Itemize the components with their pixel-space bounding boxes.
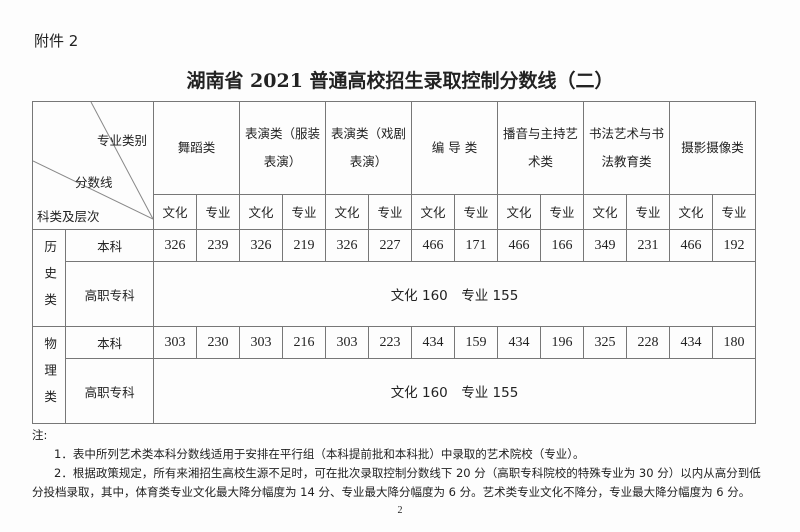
score-cell: 349 bbox=[583, 229, 627, 262]
group-cell: 历史类 bbox=[31, 229, 67, 327]
subheader-major: 专业 bbox=[626, 193, 670, 231]
score-cell: 159 bbox=[454, 326, 498, 359]
subheader-major: 专业 bbox=[454, 193, 498, 231]
level-undergrad: 本科 bbox=[65, 326, 154, 359]
major-header: 摄影摄像类 bbox=[669, 101, 756, 195]
major-header: 编 导 类 bbox=[411, 101, 498, 195]
notes-heading: 注: bbox=[32, 428, 48, 442]
score-cell: 326 bbox=[239, 229, 283, 262]
score-cell: 434 bbox=[497, 326, 541, 359]
score-cell: 231 bbox=[626, 229, 670, 262]
score-cell: 466 bbox=[669, 229, 713, 262]
major-header: 书法艺术与书法教育类 bbox=[583, 101, 670, 195]
attachment-label: 附件 2 bbox=[34, 32, 79, 50]
score-cell: 216 bbox=[282, 326, 326, 359]
score-cell: 325 bbox=[583, 326, 627, 359]
score-cell: 303 bbox=[325, 326, 369, 359]
diagonal-lines bbox=[33, 102, 153, 220]
subheader-culture: 文化 bbox=[497, 193, 541, 231]
subheader-culture: 文化 bbox=[583, 193, 627, 231]
subheader-culture: 文化 bbox=[325, 193, 369, 231]
score-cell: 303 bbox=[239, 326, 283, 359]
score-cell: 171 bbox=[454, 229, 498, 262]
subheader-major: 专业 bbox=[282, 193, 326, 231]
major-header: 播音与主持艺术类 bbox=[497, 101, 584, 195]
subheader-culture: 文化 bbox=[153, 193, 197, 231]
note-item: 2．根据政策规定，所有来湘招生高校生源不足时，可在批次录取控制分数线下 20 分… bbox=[32, 466, 761, 499]
subheader-major: 专业 bbox=[196, 193, 240, 231]
score-cell: 326 bbox=[325, 229, 369, 262]
group-label: 物理类 bbox=[42, 336, 58, 417]
score-cell: 434 bbox=[669, 326, 713, 359]
level-vocational: 高职专科 bbox=[65, 261, 154, 327]
subheader-culture: 文化 bbox=[411, 193, 455, 231]
score-cell: 219 bbox=[282, 229, 326, 262]
score-cell: 228 bbox=[626, 326, 670, 359]
group-label: 历史类 bbox=[42, 239, 58, 320]
subheader-major: 专业 bbox=[368, 193, 412, 231]
score-cell: 196 bbox=[540, 326, 584, 359]
subheader-major: 专业 bbox=[540, 193, 584, 231]
score-cell: 466 bbox=[411, 229, 455, 262]
corner-cell: 专业类别 分数线 科类及层次 bbox=[32, 101, 154, 230]
score-cell: 192 bbox=[712, 229, 756, 262]
score-cell: 466 bbox=[497, 229, 541, 262]
score-cell: 239 bbox=[196, 229, 240, 262]
subheader-major: 专业 bbox=[712, 193, 756, 231]
score-cell: 434 bbox=[411, 326, 455, 359]
score-cell: 230 bbox=[196, 326, 240, 359]
score-cell: 223 bbox=[368, 326, 412, 359]
level-undergrad: 本科 bbox=[65, 229, 154, 262]
score-cell: 180 bbox=[712, 326, 756, 359]
note-item: 1．表中所列艺术类本科分数线适用于安排在平行组（本科提前批和本科批）中录取的艺术… bbox=[54, 447, 585, 461]
score-cell: 326 bbox=[153, 229, 197, 262]
corner-major: 专业类别 bbox=[96, 133, 147, 148]
level-vocational: 高职专科 bbox=[65, 358, 154, 424]
corner-score: 分数线 bbox=[75, 175, 113, 190]
major-header: 表演类（服装表演） bbox=[239, 101, 326, 195]
corner-category: 科类及层次 bbox=[37, 209, 100, 224]
notes: 注: 1．表中所列艺术类本科分数线适用于安排在平行组（本科提前批和本科批）中录取… bbox=[32, 426, 762, 502]
vocational-score: 文化 160 专业 155 bbox=[153, 261, 756, 327]
subheader-culture: 文化 bbox=[669, 193, 713, 231]
page-number: 2 bbox=[397, 505, 403, 516]
score-cell: 166 bbox=[540, 229, 584, 262]
score-cell: 303 bbox=[153, 326, 197, 359]
group-cell: 物理类 bbox=[31, 326, 67, 424]
score-table: 专业类别 分数线 科类及层次 舞蹈类 表演类（服装表演） 表演类（戏剧表演） 编… bbox=[31, 101, 756, 424]
score-cell: 227 bbox=[368, 229, 412, 262]
page-title: 湖南省 2021 普通高校招生录取控制分数线（二） bbox=[186, 70, 614, 92]
vocational-score: 文化 160 专业 155 bbox=[153, 358, 756, 424]
major-header: 表演类（戏剧表演） bbox=[325, 101, 412, 195]
subheader-culture: 文化 bbox=[239, 193, 283, 231]
major-header: 舞蹈类 bbox=[153, 101, 240, 195]
